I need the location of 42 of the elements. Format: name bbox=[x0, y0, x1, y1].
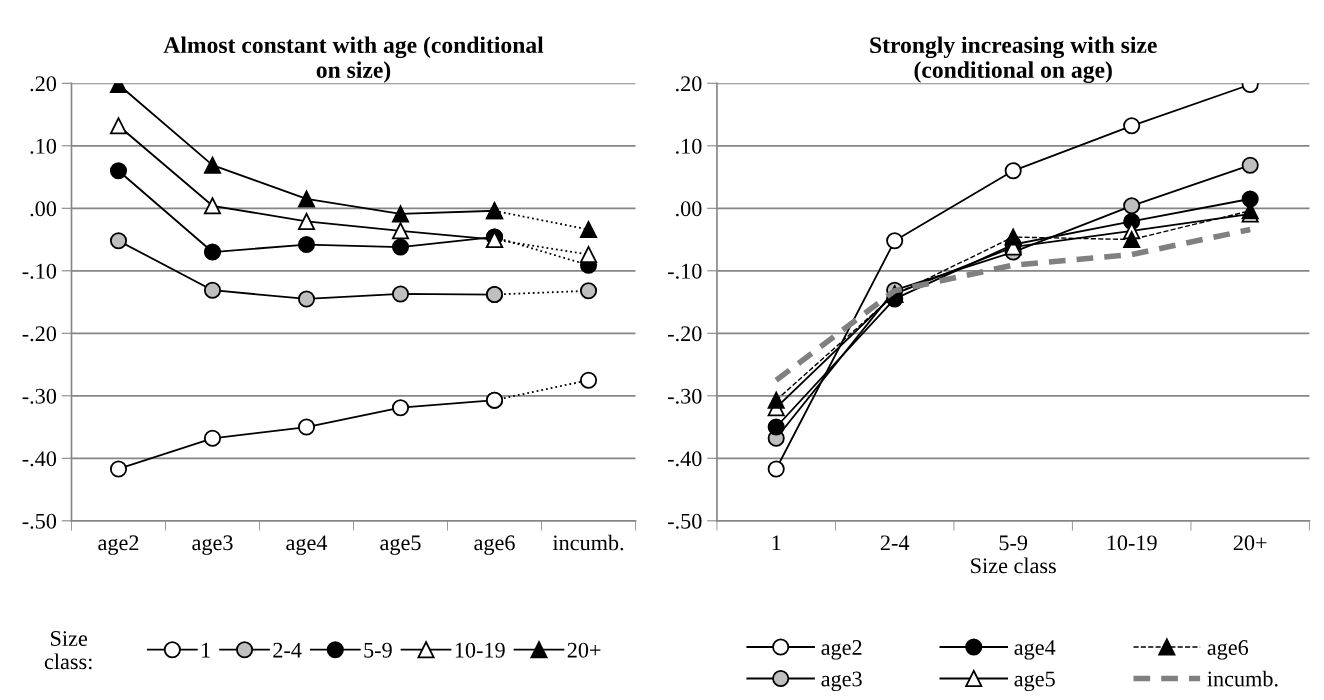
legend-label: 2-4 bbox=[273, 642, 302, 658]
x-tick-label: age2 bbox=[98, 535, 139, 555]
y-tick-label: -.20 bbox=[668, 326, 702, 342]
legend-label: 1 bbox=[202, 642, 210, 658]
y-tick-label: .00 bbox=[676, 201, 702, 217]
chart-title: Strongly increasing with size (conditional on age) bbox=[870, 36, 1157, 83]
legend-label: age5 bbox=[1014, 671, 1055, 692]
legend-label: 5-9 bbox=[364, 642, 392, 658]
legend-label: age6 bbox=[1207, 640, 1249, 660]
x-tick-label: incumb. bbox=[552, 534, 624, 551]
y-tick-label: -.10 bbox=[22, 263, 57, 279]
y-tick-label: -.20 bbox=[22, 326, 57, 342]
y-tick-label: -.50 bbox=[22, 513, 57, 529]
x-tick-label: age5 bbox=[380, 535, 421, 555]
x-tick-label: 1 bbox=[772, 535, 781, 551]
x-tick-label: age3 bbox=[192, 535, 233, 555]
y-tick-label: -.30 bbox=[668, 388, 702, 404]
x-tick-label: 5-9 bbox=[999, 535, 1028, 551]
y-tick-label: -.50 bbox=[668, 513, 702, 529]
legend-label: incumb. bbox=[1207, 670, 1278, 687]
chart-title: Almost constant with age (conditional on size) bbox=[163, 36, 544, 83]
legend-title: Size class: bbox=[44, 631, 92, 670]
y-tick-label: .10 bbox=[676, 138, 702, 154]
legend-label: age2 bbox=[821, 640, 862, 660]
y-tick-label: -.40 bbox=[668, 451, 702, 467]
x-tick-label: age6 bbox=[474, 535, 515, 555]
x-tick-label: 2-4 bbox=[880, 535, 910, 551]
y-tick-label: .20 bbox=[30, 76, 57, 92]
y-tick-label: .10 bbox=[30, 138, 57, 154]
x-tick-label: 10-19 bbox=[1107, 535, 1157, 551]
legend-label: age3 bbox=[821, 671, 862, 692]
y-tick-label: .00 bbox=[30, 201, 57, 217]
y-tick-label: -.30 bbox=[22, 388, 57, 404]
x-tick-label: 20+ bbox=[1233, 535, 1267, 551]
y-tick-label: -.10 bbox=[668, 263, 702, 279]
legend-label: 20+ bbox=[567, 642, 601, 658]
x-tick-label: age4 bbox=[286, 535, 328, 555]
y-tick-label: -.40 bbox=[22, 451, 57, 467]
y-tick-label: .20 bbox=[676, 76, 702, 92]
legend-label: age4 bbox=[1014, 640, 1056, 660]
x-axis-title: Size class bbox=[971, 557, 1056, 574]
legend-label: 10-19 bbox=[455, 642, 505, 658]
